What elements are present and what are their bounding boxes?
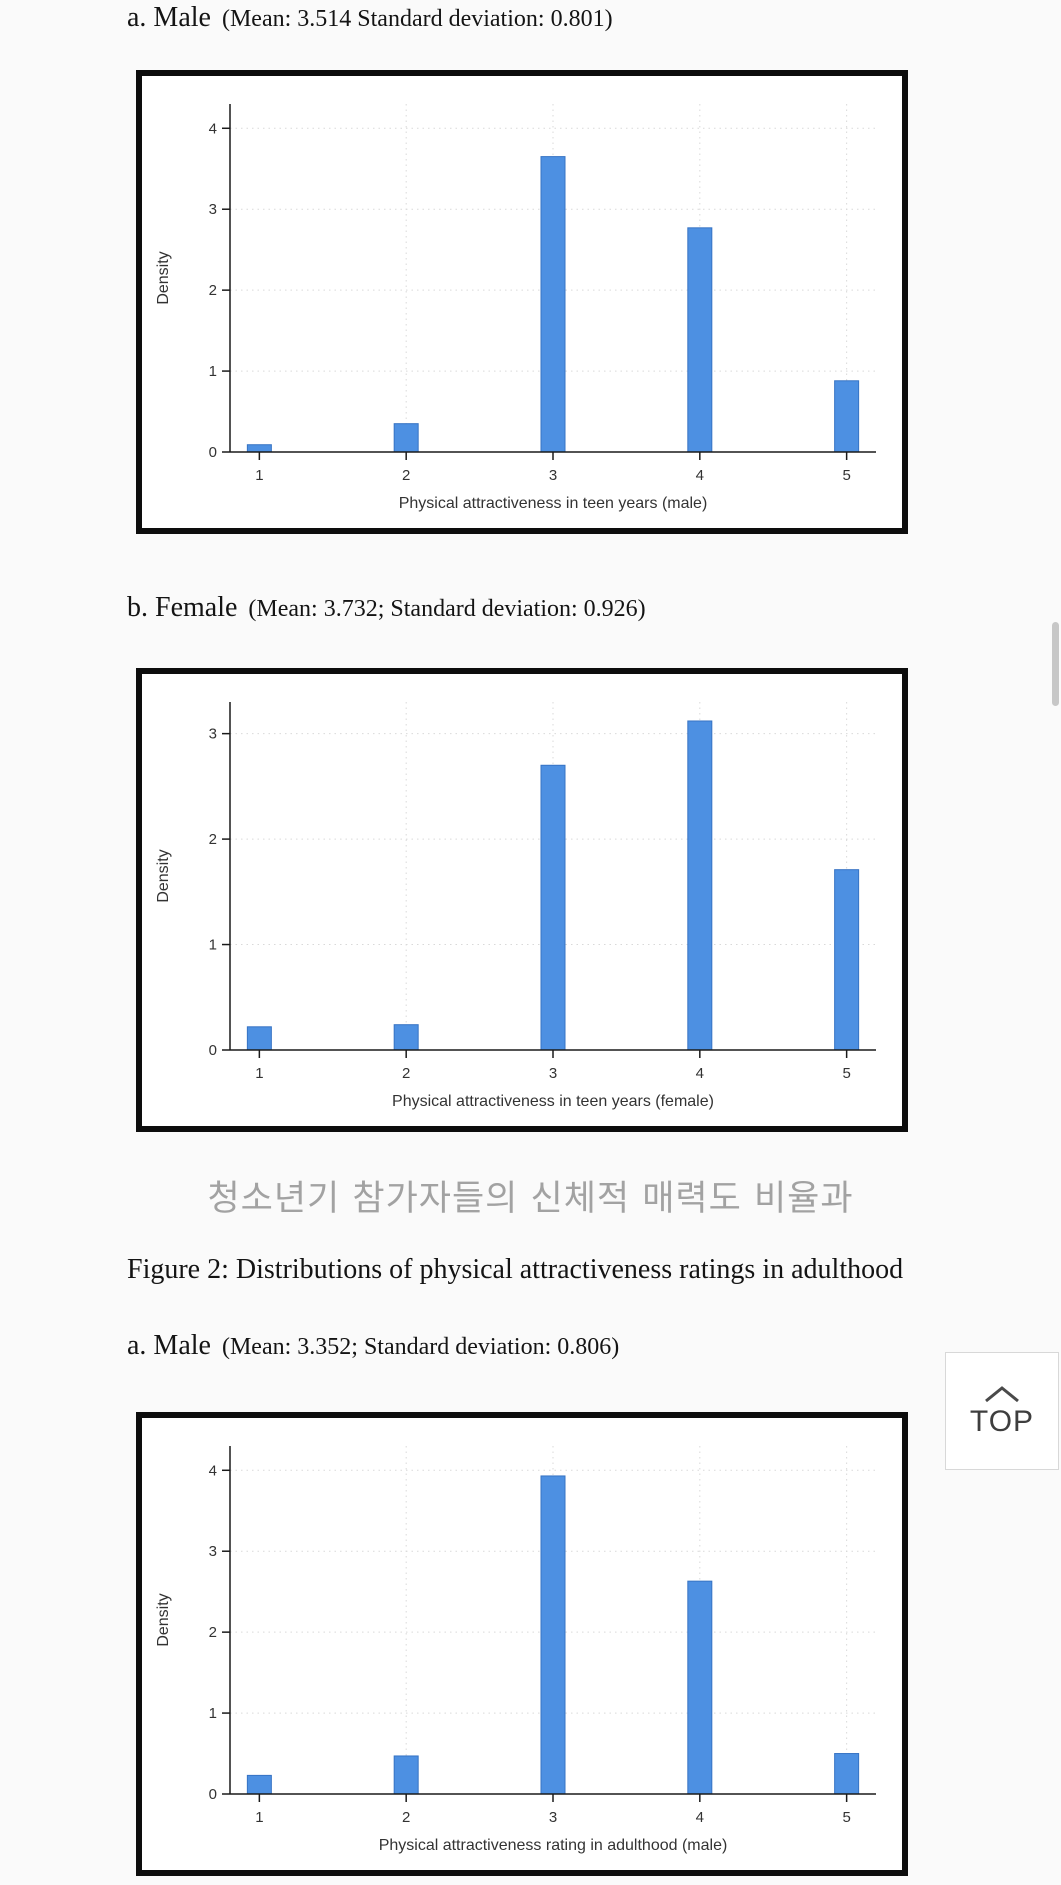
chevron-up-icon xyxy=(985,1386,1019,1403)
svg-text:1: 1 xyxy=(209,937,217,954)
svg-text:5: 5 xyxy=(842,1065,850,1082)
svg-text:Physical attractiveness rating: Physical attractiveness rating in adulth… xyxy=(379,1837,728,1854)
figure1b-chart-frame: 0 1 2 3 1 2 3 4 5 Physical attractiveness in teen… xyxy=(136,668,908,1132)
svg-text:0: 0 xyxy=(209,444,217,461)
svg-text:1: 1 xyxy=(255,1809,263,1826)
svg-text:3: 3 xyxy=(549,467,557,484)
svg-text:4: 4 xyxy=(696,1065,704,1082)
figure2a-stats: (Mean: 3.352; Standard deviation: 0.806) xyxy=(221,1334,620,1360)
svg-text:1: 1 xyxy=(255,1065,263,1082)
figure1a-heading: a. Male (Mean: 3.514 Standard deviation:… xyxy=(127,2,613,34)
svg-text:3: 3 xyxy=(209,726,217,743)
svg-text:5: 5 xyxy=(842,467,850,484)
svg-text:Density: Density xyxy=(155,251,172,304)
svg-text:1: 1 xyxy=(209,363,217,380)
figure1a-panel-label: a. Male xyxy=(127,2,211,33)
svg-text:3: 3 xyxy=(209,1543,217,1560)
figure1a-stats: (Mean: 3.514 Standard deviation: 0.801) xyxy=(221,6,613,32)
scroll-to-top-button[interactable]: TOP xyxy=(945,1352,1059,1470)
svg-text:1: 1 xyxy=(255,467,263,484)
svg-text:2: 2 xyxy=(402,1065,410,1082)
svg-text:4: 4 xyxy=(696,467,704,484)
svg-text:Physical attractiveness in tee: Physical attractiveness in teen years (f… xyxy=(392,1093,714,1110)
svg-text:1: 1 xyxy=(209,1705,217,1722)
svg-text:2: 2 xyxy=(209,1624,217,1641)
svg-text:0: 0 xyxy=(209,1786,217,1803)
svg-text:2: 2 xyxy=(209,831,217,848)
svg-text:Density: Density xyxy=(155,849,172,902)
figure1b-panel-label: b. Female xyxy=(127,592,238,623)
figure1b-histogram: 0 1 2 3 1 2 3 4 5 Physical attractiveness in teen… xyxy=(155,702,876,1110)
figure2a-panel-label: a. Male xyxy=(127,1330,211,1361)
scrollbar-thumb[interactable] xyxy=(1052,622,1059,706)
svg-text:3: 3 xyxy=(209,201,217,218)
svg-text:Density: Density xyxy=(155,1593,172,1646)
svg-text:4: 4 xyxy=(696,1809,704,1826)
korean-translation-caption: 청소년기 참가자들의 신체적 매력도 비율과 xyxy=(207,1179,854,1219)
svg-text:2: 2 xyxy=(209,282,217,299)
svg-text:2: 2 xyxy=(402,467,410,484)
svg-text:4: 4 xyxy=(209,120,217,137)
figure1b-heading: b. Female (Mean: 3.732; Standard deviati… xyxy=(127,592,646,624)
figure2a-histogram: 0 1 2 3 4 1 2 3 4 5 Physical attractiveness rating… xyxy=(155,1446,876,1854)
svg-text:4: 4 xyxy=(209,1462,217,1479)
figure2a-chart-frame: 0 1 2 3 4 1 2 3 4 5 Physical attractiveness rating… xyxy=(136,1412,908,1876)
figure1b-stats: (Mean: 3.732; Standard deviation: 0.926) xyxy=(248,596,646,622)
figure1a-histogram: 0 1 2 3 4 1 2 3 4 5 Physical attractiveness in tee… xyxy=(155,104,876,512)
scroll-to-top-label: TOP xyxy=(969,1405,1035,1438)
svg-text:2: 2 xyxy=(402,1809,410,1826)
svg-text:0: 0 xyxy=(209,1042,217,1059)
figure2-caption: Figure 2: Distributions of physical attr… xyxy=(127,1254,904,1285)
svg-text:3: 3 xyxy=(549,1065,557,1082)
figure2a-heading: a. Male (Mean: 3.352; Standard deviation… xyxy=(127,1330,619,1362)
svg-text:5: 5 xyxy=(842,1809,850,1826)
svg-text:Physical attractiveness in tee: Physical attractiveness in teen years (m… xyxy=(399,495,708,512)
figure1a-chart-frame: 0 1 2 3 4 1 2 3 4 5 Physical attractiveness in tee… xyxy=(136,70,908,534)
svg-text:3: 3 xyxy=(549,1809,557,1826)
